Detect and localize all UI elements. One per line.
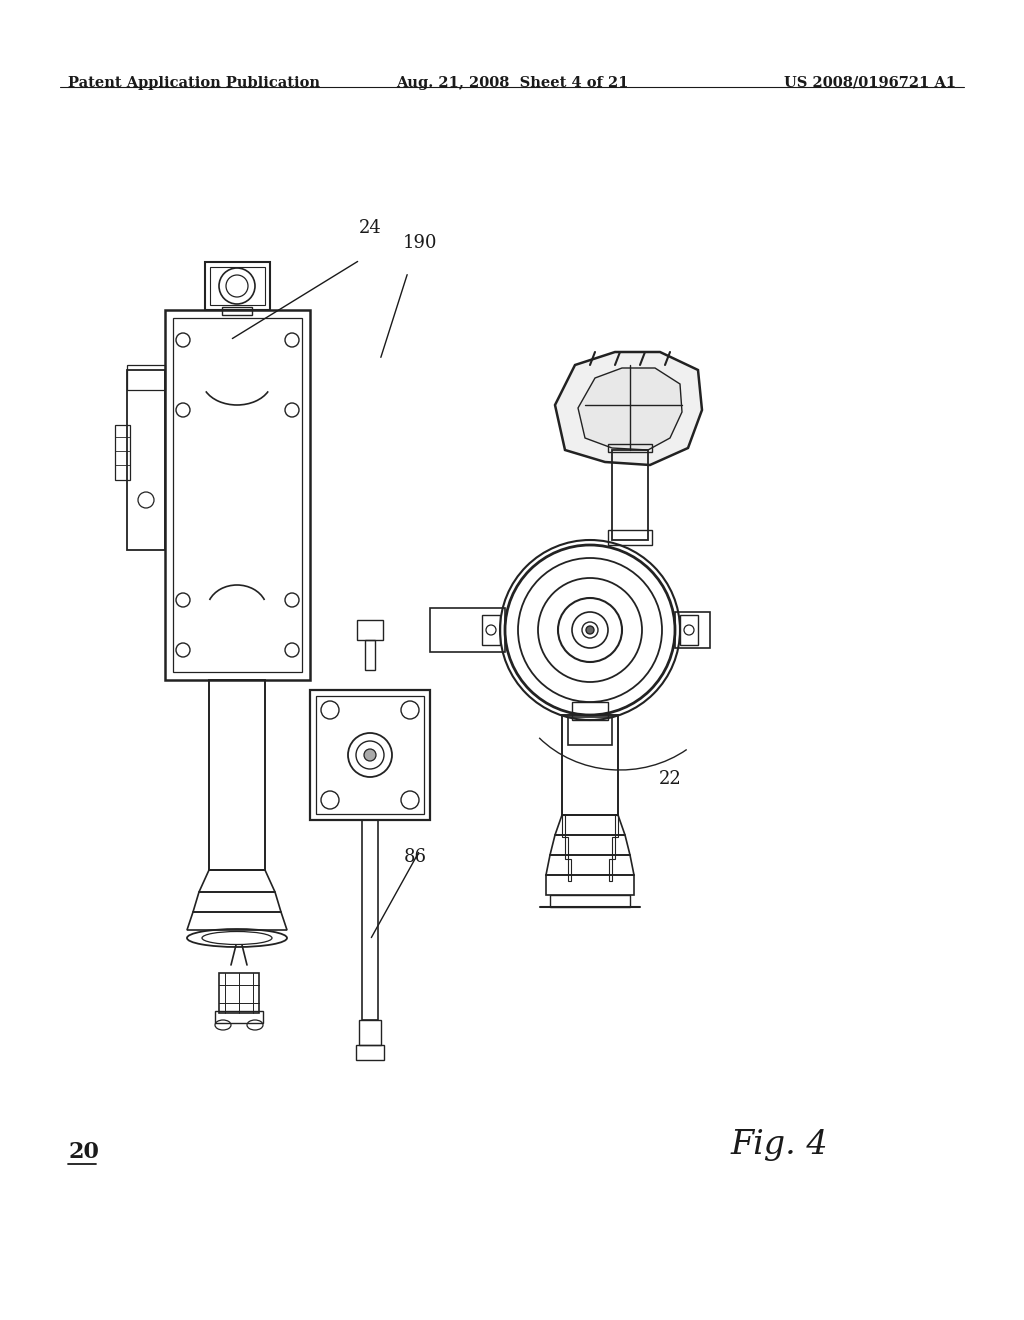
Bar [365, 640, 375, 671]
Text: Patent Application Publication: Patent Application Publication [68, 75, 319, 90]
Polygon shape [555, 352, 702, 465]
Bar [546, 875, 634, 895]
Text: Fig. 4: Fig. 4 [730, 1129, 827, 1162]
Bar [572, 702, 608, 719]
Text: 20: 20 [68, 1140, 99, 1163]
Bar [205, 261, 270, 310]
Bar [127, 370, 165, 550]
Text: 86: 86 [403, 847, 427, 866]
Bar [173, 318, 302, 672]
Bar [608, 444, 652, 451]
Bar [612, 450, 648, 540]
Bar [430, 609, 505, 652]
Bar [680, 615, 698, 645]
Polygon shape [578, 368, 682, 450]
Circle shape [586, 626, 594, 634]
Bar [310, 690, 430, 820]
Bar [209, 680, 265, 870]
Bar [356, 1045, 384, 1060]
Text: 22: 22 [658, 770, 681, 788]
Bar [210, 267, 265, 305]
FancyArrowPatch shape [372, 853, 419, 937]
Bar [482, 615, 500, 645]
Text: Aug. 21, 2008  Sheet 4 of 21: Aug. 21, 2008 Sheet 4 of 21 [395, 75, 629, 90]
Bar [675, 612, 710, 648]
Bar [316, 696, 424, 814]
Bar [550, 895, 630, 907]
Bar [568, 717, 612, 744]
Bar [215, 1011, 263, 1023]
Text: 24: 24 [358, 219, 381, 238]
Bar [127, 366, 165, 389]
Circle shape [364, 748, 376, 762]
Bar [362, 820, 378, 1020]
Bar [222, 308, 252, 315]
Bar [357, 620, 383, 640]
Bar [219, 973, 259, 1012]
Bar [359, 1020, 381, 1045]
Bar [115, 425, 130, 480]
Text: US 2008/0196721 A1: US 2008/0196721 A1 [784, 75, 956, 90]
Bar [165, 310, 310, 680]
Bar [562, 715, 618, 814]
Text: 190: 190 [402, 234, 437, 252]
Bar [608, 531, 652, 545]
